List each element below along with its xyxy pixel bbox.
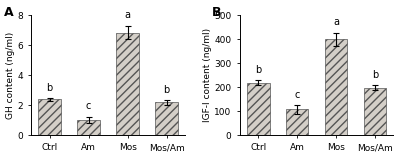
Bar: [155, 102, 178, 135]
Bar: [77, 120, 100, 135]
Bar: [325, 39, 348, 135]
Y-axis label: IGF-I content (ng/ml): IGF-I content (ng/ml): [202, 28, 212, 122]
Bar: [116, 33, 139, 135]
Text: a: a: [124, 10, 130, 20]
Bar: [38, 100, 61, 135]
Text: b: b: [46, 83, 53, 93]
Bar: [247, 83, 270, 135]
Text: b: b: [164, 85, 170, 95]
Text: a: a: [333, 17, 339, 27]
Text: b: b: [372, 70, 378, 80]
Y-axis label: GH content (ng/ml): GH content (ng/ml): [6, 32, 14, 119]
Text: c: c: [86, 101, 91, 111]
Text: B: B: [212, 6, 222, 19]
Bar: [364, 88, 386, 135]
Text: A: A: [4, 6, 14, 19]
Bar: [286, 109, 308, 135]
Text: b: b: [255, 65, 261, 75]
Text: c: c: [294, 90, 300, 100]
